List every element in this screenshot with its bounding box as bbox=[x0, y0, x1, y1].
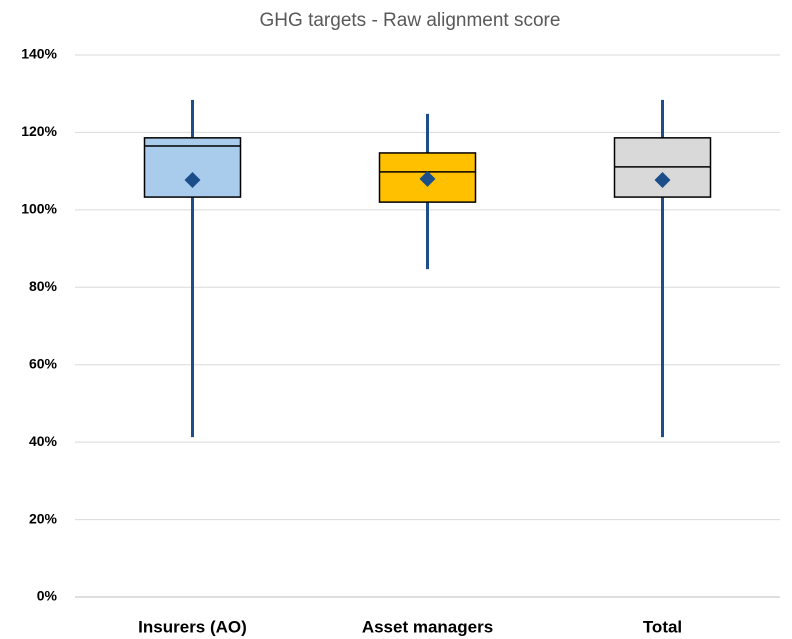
y-tick-label: 80% bbox=[29, 278, 58, 294]
box bbox=[143, 137, 242, 198]
x-tick-label: Insurers (AO) bbox=[138, 617, 247, 636]
chart-title: GHG targets - Raw alignment score bbox=[260, 10, 561, 31]
mean-marker bbox=[419, 170, 436, 187]
y-tick-label: 20% bbox=[29, 510, 58, 526]
y-tick-label: 100% bbox=[21, 201, 57, 217]
y-tick-label: 0% bbox=[37, 588, 58, 604]
x-tick-label: Total bbox=[643, 617, 682, 636]
y-tick-label: 60% bbox=[29, 355, 58, 371]
y-tick-label: 40% bbox=[29, 433, 58, 449]
y-tick-label: 140% bbox=[21, 46, 57, 62]
mean-marker bbox=[184, 172, 201, 189]
x-tick-label: Asset managers bbox=[362, 617, 493, 636]
mean-marker bbox=[654, 172, 671, 189]
y-tick-label: 120% bbox=[21, 123, 57, 139]
